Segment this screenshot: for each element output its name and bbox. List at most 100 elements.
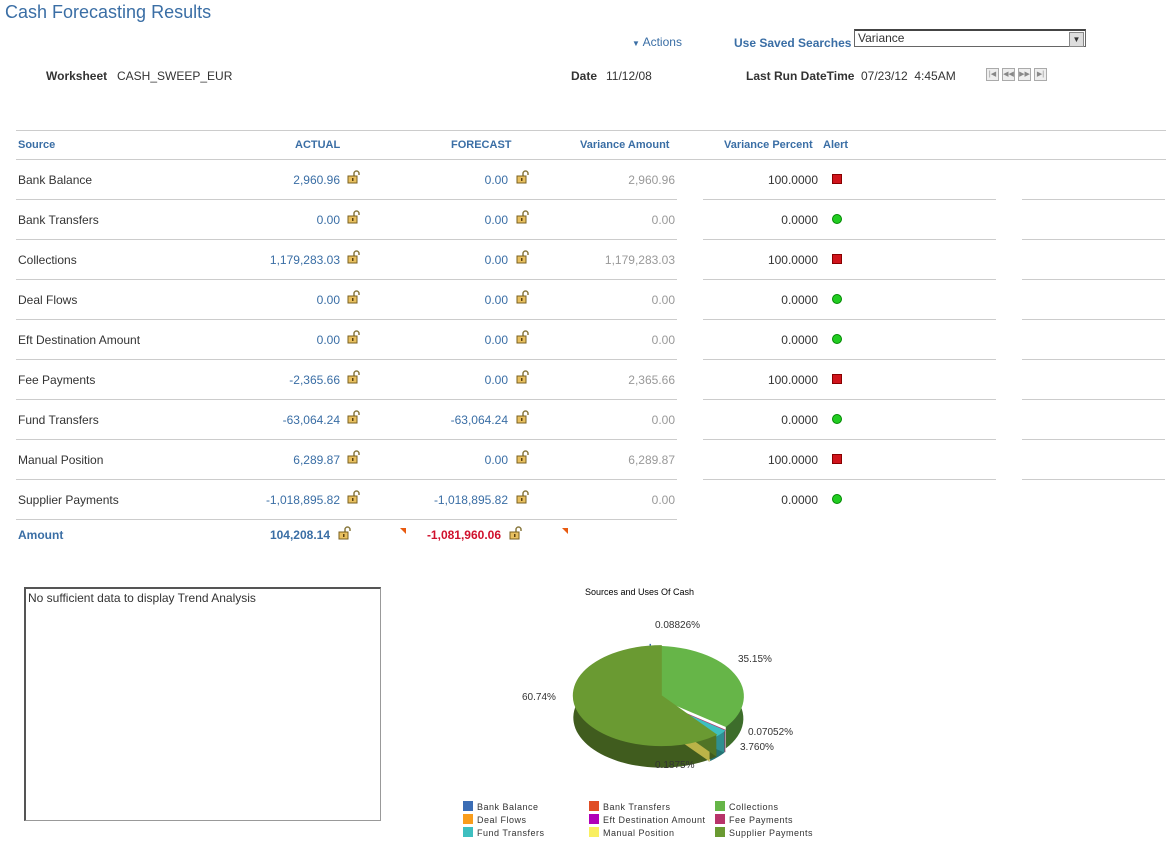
row-divider <box>703 359 996 360</box>
lock-icon[interactable] <box>516 410 530 424</box>
row-divider <box>703 479 996 480</box>
lock-icon[interactable] <box>516 170 530 184</box>
date-value: 11/12/08 <box>606 69 652 83</box>
source-cell: Deal Flows <box>18 293 78 307</box>
lock-icon[interactable] <box>347 290 361 304</box>
alert-red-icon <box>832 174 842 184</box>
lock-icon[interactable] <box>516 450 530 464</box>
alert-green-icon <box>832 294 842 304</box>
source-cell: Manual Position <box>18 453 104 467</box>
row-divider <box>1022 399 1165 400</box>
header-alert[interactable]: Alert <box>823 139 849 151</box>
legend-label: Collections <box>729 802 779 812</box>
actual-cell: 2,960.96 <box>293 173 340 187</box>
variance-amount-cell: 0.00 <box>651 493 675 507</box>
variance-amount-cell: 0.00 <box>651 213 675 227</box>
lock-icon[interactable] <box>516 370 530 384</box>
legend-swatch <box>589 801 599 811</box>
header-variance-percent[interactable]: Variance Percent <box>724 139 813 151</box>
legend-swatch <box>463 827 473 837</box>
legend-swatch <box>589 827 599 837</box>
legend-item: Bank Balance <box>463 801 589 812</box>
legend-swatch <box>463 814 473 824</box>
worksheet-value: CASH_SWEEP_EUR <box>117 69 233 83</box>
pie-slice-collections <box>654 645 744 727</box>
variance-percent-cell: 0.0000 <box>781 413 818 427</box>
variance-amount-cell: 6,289.87 <box>628 453 675 467</box>
pie-label: 0.07052% <box>748 727 793 738</box>
pie-label: 35.15% <box>738 654 772 665</box>
divider <box>16 130 1166 131</box>
alert-red-icon <box>832 454 842 464</box>
legend-swatch <box>715 801 725 811</box>
pie-chart: 0.08826% 35.15% 0.07052% 3.760% 0.1875% 60.74… <box>522 620 793 771</box>
total-label: Amount <box>18 528 64 542</box>
last-page-icon[interactable]: ▶| <box>1034 68 1047 81</box>
legend-label: Bank Balance <box>477 802 539 812</box>
alert-green-icon <box>832 214 842 224</box>
actual-cell: -63,064.24 <box>282 413 340 427</box>
lock-icon[interactable] <box>516 290 530 304</box>
row-divider <box>16 399 677 400</box>
source-cell: Eft Destination Amount <box>18 333 141 347</box>
flag-icon <box>400 528 406 534</box>
actions-menu[interactable]: ▼ Actions <box>632 35 682 49</box>
legend-label: Supplier Payments <box>729 828 814 838</box>
row-divider <box>1022 319 1165 320</box>
lock-icon[interactable] <box>347 490 361 504</box>
legend-label: Fee Payments <box>729 815 794 825</box>
dropdown-arrow-icon[interactable]: ▼ <box>1069 32 1084 47</box>
saved-search-select[interactable]: Variance ▼ <box>854 29 1086 47</box>
variance-percent-cell: 100.0000 <box>767 373 818 387</box>
source-cell: Supplier Payments <box>18 493 119 507</box>
source-cell: Bank Balance <box>18 173 93 187</box>
pie-slice-supplier-payments <box>572 645 718 747</box>
next-page-icon[interactable]: ▶▶ <box>1018 68 1031 81</box>
lock-icon[interactable] <box>516 490 530 504</box>
row-divider <box>703 439 996 440</box>
actual-cell: 0.00 <box>316 333 340 347</box>
legend-item: Deal Flows <box>463 814 589 825</box>
forecast-cell: 0.00 <box>484 453 508 467</box>
legend-item: Fund Transfers <box>463 827 589 838</box>
legend-item: Collections <box>715 801 841 812</box>
lock-icon[interactable] <box>347 210 361 224</box>
legend-label: Fund Transfers <box>477 828 545 838</box>
lock-icon[interactable] <box>516 210 530 224</box>
lock-icon[interactable] <box>347 370 361 384</box>
actual-cell: -2,365.66 <box>289 373 340 387</box>
variance-percent-cell: 100.0000 <box>767 453 818 467</box>
legend-item: Fee Payments <box>715 814 841 825</box>
lock-icon[interactable] <box>516 330 530 344</box>
alert-green-icon <box>832 334 842 344</box>
variance-percent-cell: 100.0000 <box>767 173 818 187</box>
flag-icon <box>562 528 568 534</box>
lock-icon[interactable] <box>347 330 361 344</box>
first-page-icon[interactable]: |◀ <box>986 68 999 81</box>
header-actual[interactable]: ACTUAL <box>295 139 341 151</box>
previous-page-icon[interactable]: ◀◀ <box>1002 68 1015 81</box>
variance-percent-cell: 0.0000 <box>781 493 818 507</box>
header-forecast[interactable]: FORECAST <box>451 139 512 151</box>
header-source[interactable]: Source <box>18 139 56 151</box>
total-actual: 104,208.14 <box>269 528 330 542</box>
lock-icon[interactable] <box>347 170 361 184</box>
row-divider <box>16 479 677 480</box>
alert-green-icon <box>832 414 842 424</box>
legend-swatch <box>715 827 725 837</box>
divider <box>16 159 1166 160</box>
lock-icon[interactable] <box>347 410 361 424</box>
legend-item: Bank Transfers <box>589 801 715 812</box>
lock-icon[interactable] <box>347 450 361 464</box>
header-variance-amount[interactable]: Variance Amount <box>580 139 670 151</box>
lock-icon[interactable] <box>516 250 530 264</box>
row-divider <box>1022 479 1165 480</box>
lock-icon[interactable] <box>509 526 523 540</box>
row-divider <box>703 399 996 400</box>
lock-icon[interactable] <box>338 526 352 540</box>
total-forecast: -1,081,960.06 <box>426 528 501 542</box>
forecast-cell: 0.00 <box>484 173 508 187</box>
lock-icon[interactable] <box>347 250 361 264</box>
legend-label: Deal Flows <box>477 815 527 825</box>
variance-amount-cell: 2,365.66 <box>628 373 675 387</box>
